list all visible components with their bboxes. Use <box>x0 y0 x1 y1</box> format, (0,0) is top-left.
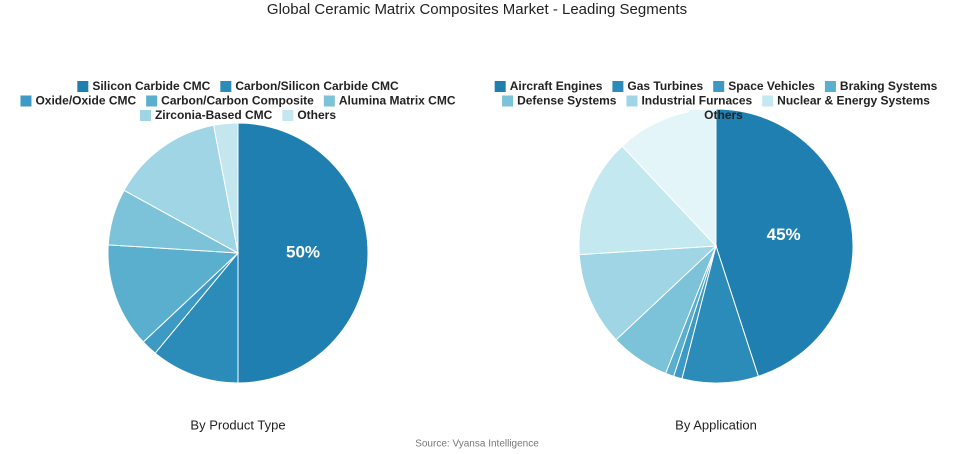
legend-swatch <box>323 95 335 107</box>
chart-title: Global Ceramic Matrix Composites Market … <box>267 1 687 18</box>
legend-label: Silicon Carbide CMC <box>92 79 210 93</box>
legend-item: Zirconia-Based CMC <box>139 108 273 122</box>
legend-item: Defense Systems <box>502 94 617 108</box>
legend-label: Space Vehicles <box>728 79 815 93</box>
legend-item: Nuclear & Energy Systems <box>762 94 930 108</box>
legend-item: Carbon/Silicon Carbide CMC <box>220 79 399 93</box>
legend-label: Nuclear & Energy Systems <box>777 94 930 108</box>
legend-label: Alumina Matrix CMC <box>339 94 456 108</box>
legend-label: Aircraft Engines <box>510 79 603 93</box>
legend-swatch <box>626 95 638 107</box>
legend-label: Industrial Furnaces <box>641 94 752 108</box>
legend-label: Others <box>297 108 336 122</box>
legend-swatch <box>220 81 232 92</box>
source: Source: Vyansa Intelligence <box>415 439 539 450</box>
pie-slice <box>154 251 239 384</box>
legend-label: Defense Systems <box>517 94 617 108</box>
pie-slice <box>107 244 240 343</box>
pie-slice <box>123 124 239 254</box>
legend-swatch <box>146 95 158 107</box>
legend-swatch <box>824 81 836 92</box>
legend-swatch <box>689 110 701 121</box>
pie-slice <box>715 108 854 377</box>
legend-swatch <box>77 81 89 92</box>
pie-slice <box>621 108 717 248</box>
legend-item: Silicon Carbide CMC <box>77 79 211 93</box>
legend-swatch <box>612 81 624 92</box>
legend-swatch <box>502 95 514 107</box>
pie-slice <box>578 245 718 341</box>
legend-item: Others <box>689 108 743 122</box>
legend-item: Aircraft Engines <box>494 79 603 93</box>
legend-label: Others <box>704 108 743 122</box>
legend-item: Others <box>282 108 336 122</box>
legend-item: Braking Systems <box>824 79 938 93</box>
data-label: 50% <box>286 242 320 261</box>
legend-swatch <box>282 110 294 121</box>
legend-label: Carbon/Carbon Composite <box>161 94 314 108</box>
pie-slice <box>578 145 718 256</box>
legend-label: Carbon/Silicon Carbide CMC <box>235 79 399 93</box>
legend-item: Alumina Matrix CMC <box>323 94 456 108</box>
subtitle: By Product Type <box>190 417 285 432</box>
legend-swatch <box>494 81 506 92</box>
legend-item: Carbon/Carbon Composite <box>146 94 314 108</box>
legend-item: Gas Turbines <box>612 79 704 93</box>
legend-swatch <box>762 95 774 107</box>
legend-swatch <box>20 95 32 107</box>
legend-swatch <box>139 110 151 121</box>
pie-slice <box>213 122 239 254</box>
legend-label: Oxide/Oxide CMC <box>35 94 136 108</box>
legend-label: Gas Turbines <box>627 79 703 93</box>
legend-swatch <box>713 81 725 92</box>
legend-item: Oxide/Oxide CMC <box>20 94 136 108</box>
legend-label: Zirconia-Based CMC <box>155 108 273 122</box>
legend-item: Space Vehicles <box>713 79 815 93</box>
pie-slice <box>237 122 369 384</box>
legend-item: Industrial Furnaces <box>626 94 752 108</box>
subtitle: By Application <box>675 417 757 432</box>
data-label: 45% <box>767 225 801 244</box>
legend-label: Braking Systems <box>840 79 938 93</box>
